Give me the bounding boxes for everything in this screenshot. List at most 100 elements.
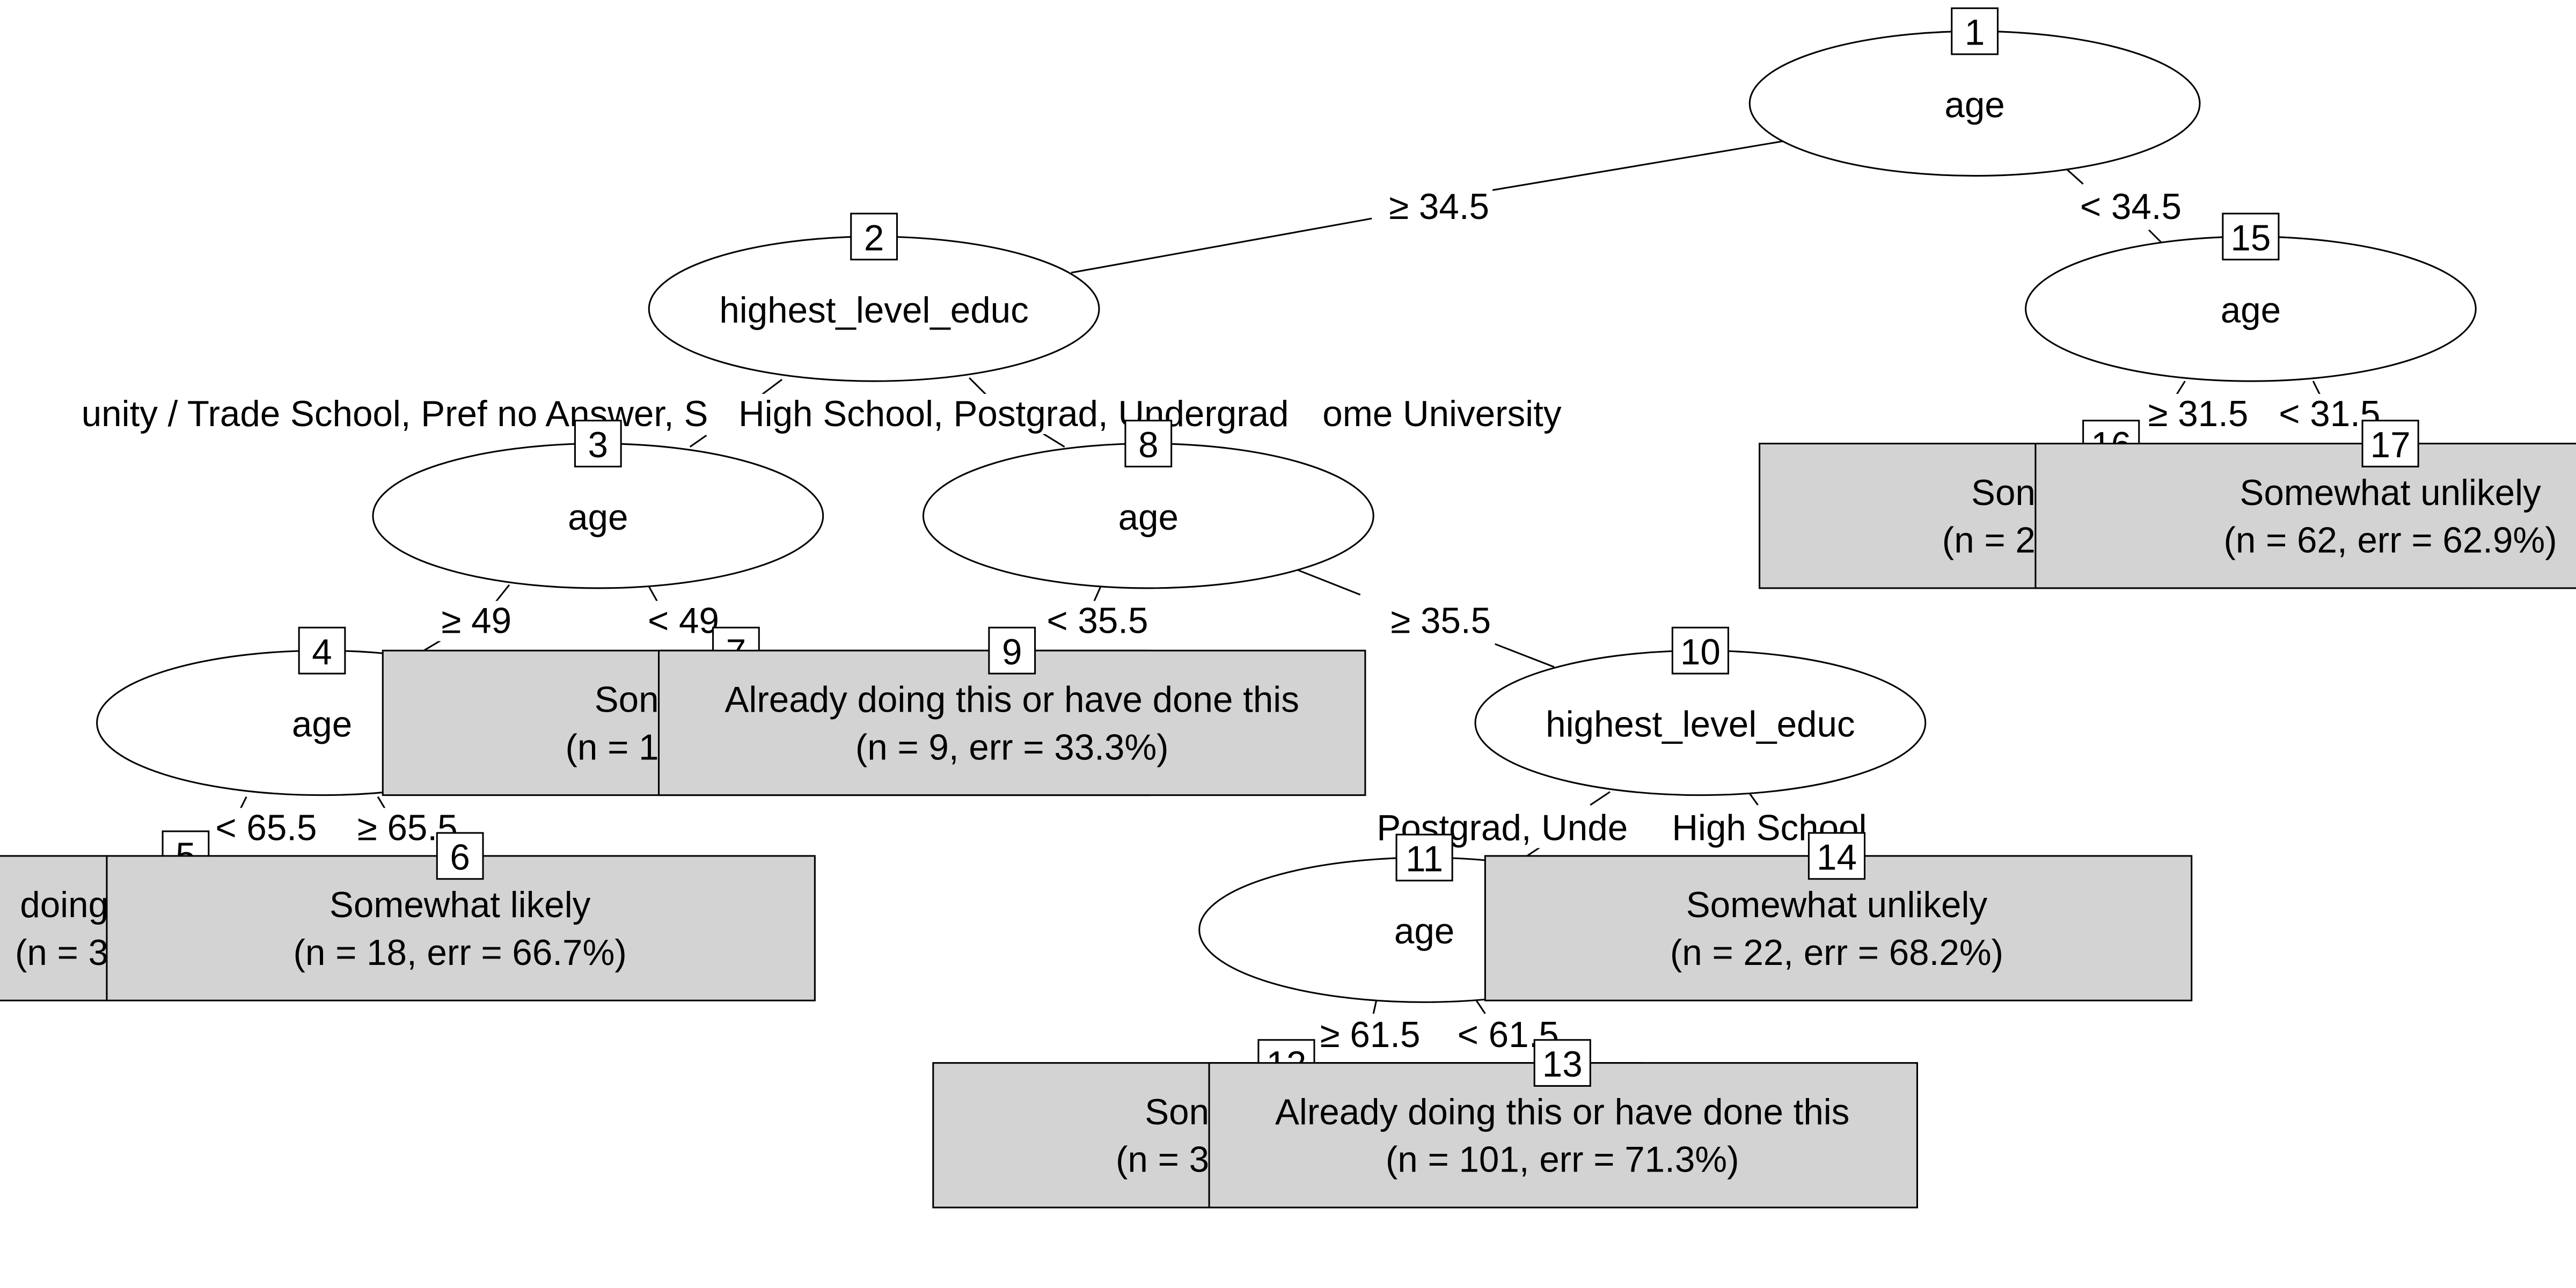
split-variable: age — [292, 705, 352, 745]
terminal-text: Somewhat unlikely — [2240, 473, 2541, 513]
terminal-text: (n = 18, err = 66.7%) — [294, 933, 627, 973]
node-id: 2 — [864, 218, 884, 258]
node-id: 11 — [1406, 839, 1443, 880]
node-id-box — [2222, 213, 2280, 261]
node-id: 14 — [1817, 837, 1857, 877]
node-id-box — [1124, 420, 1173, 467]
terminal-text: (n = 3 — [15, 933, 108, 973]
node-id-box — [1533, 1039, 1591, 1087]
edge-label: < 65.5 — [215, 808, 317, 848]
node-id: 13 — [1542, 1044, 1583, 1085]
terminal-text: Already doing this or have done this — [1275, 1092, 1849, 1132]
terminal-node — [106, 855, 816, 1001]
edge-line — [648, 586, 658, 602]
edge-label-bg — [735, 393, 1292, 434]
split-variable: age — [2221, 290, 2281, 331]
split-variable: highest_level_educ — [1546, 705, 1855, 745]
terminal-text: (n = 9, err = 33.3%) — [855, 727, 1169, 767]
terminal-text: (n = 2 — [1942, 521, 2036, 561]
edge-line — [1495, 643, 1555, 668]
edge-label-bg — [1387, 601, 1495, 641]
edge-label-bg — [2145, 393, 2252, 434]
edge-label: < 34.5 — [2080, 187, 2182, 227]
edge-label: ≥ 49 — [441, 601, 511, 641]
edge-label-bg — [1043, 601, 1152, 641]
edge-label: ≥ 31.5 — [2148, 394, 2249, 434]
node-id-box — [1395, 833, 1453, 882]
terminal-node — [1208, 1062, 1918, 1209]
terminal-text: (n = 3 — [1116, 1140, 1209, 1180]
edge-line — [1470, 140, 1783, 195]
terminal-text: (n = 22, err = 68.2%) — [1670, 933, 2003, 973]
edge-line — [1297, 569, 1361, 596]
terminal-text: Son — [1971, 473, 2036, 513]
node-id-box — [298, 626, 346, 675]
node-id: 3 — [588, 425, 608, 465]
edge-label-bg — [212, 808, 320, 848]
edge-line — [1372, 998, 1378, 1014]
edge-line — [1590, 791, 1611, 806]
node-id-box — [2361, 420, 2419, 467]
split-variable: highest_level_educ — [719, 290, 1028, 331]
edge-label-bg — [1316, 1015, 1424, 1056]
split-variable: age — [1118, 497, 1179, 538]
edge-line — [1748, 793, 1759, 806]
terminal-text: doing — [20, 885, 108, 925]
edge-line — [969, 377, 986, 395]
terminal-text: (n = 62, err = 62.9%) — [2223, 521, 2557, 561]
edge-line — [1071, 217, 1372, 274]
node-id: 8 — [1138, 425, 1158, 465]
edge-line — [423, 640, 441, 652]
terminal-text: Somewhat likely — [330, 885, 591, 925]
edge-line — [1093, 586, 1102, 602]
node-id: 17 — [2370, 425, 2411, 465]
terminal-text: Son — [595, 680, 659, 720]
split-variable: age — [568, 497, 628, 538]
edge-label: ≥ 34.5 — [1389, 187, 1489, 227]
terminal-text: Already doing this or have done this — [724, 680, 1299, 720]
node-id-box — [436, 832, 484, 880]
terminal-text: Son — [1145, 1092, 1209, 1132]
node-id-box — [574, 420, 622, 467]
node-id: 1 — [1965, 13, 1985, 53]
node-id: 4 — [312, 632, 332, 672]
edge-line — [1474, 998, 1486, 1014]
terminal-node — [0, 855, 108, 1001]
node-id-box — [1807, 832, 1866, 880]
edge-label-bg — [2076, 187, 2185, 228]
split-variable: age — [1394, 911, 1454, 952]
edge-label: ome University — [1322, 394, 1562, 434]
node-id-box — [988, 626, 1036, 675]
node-id: 10 — [1680, 632, 1721, 672]
terminal-node — [658, 649, 1366, 796]
node-id: 6 — [450, 837, 470, 877]
node-id-box — [1951, 7, 1999, 55]
edge-label: ≥ 35.5 — [1391, 601, 1491, 641]
edge-line — [495, 584, 510, 602]
node-id: 9 — [1002, 632, 1022, 672]
edge-line — [689, 434, 707, 448]
edge-label: ≥ 61.5 — [1320, 1015, 1421, 1055]
edge-label: < 49 — [648, 601, 719, 641]
node-id-box — [850, 213, 898, 261]
node-id: 15 — [2230, 218, 2271, 258]
terminal-text: Somewhat unlikely — [1686, 885, 1988, 925]
edge-label-bg — [1386, 187, 1493, 228]
edge-line — [2066, 169, 2084, 185]
edge-line — [2312, 380, 2321, 395]
terminal-text: (n = 101, err = 71.3%) — [1386, 1140, 1739, 1180]
edge-line — [762, 378, 783, 395]
edge-label: < 35.5 — [1046, 601, 1148, 641]
edge-line — [1043, 433, 1065, 448]
edge-label-bg — [1319, 393, 1565, 434]
split-variable: age — [1944, 85, 2004, 125]
terminal-node — [1484, 855, 2193, 1001]
node-id-box — [1671, 626, 1729, 675]
terminal-text: (n = 1 — [566, 727, 659, 767]
edge-line — [2176, 380, 2186, 395]
edge-label-bg — [644, 601, 723, 641]
terminal-node — [2035, 443, 2576, 589]
edge-label-bg — [438, 601, 515, 641]
